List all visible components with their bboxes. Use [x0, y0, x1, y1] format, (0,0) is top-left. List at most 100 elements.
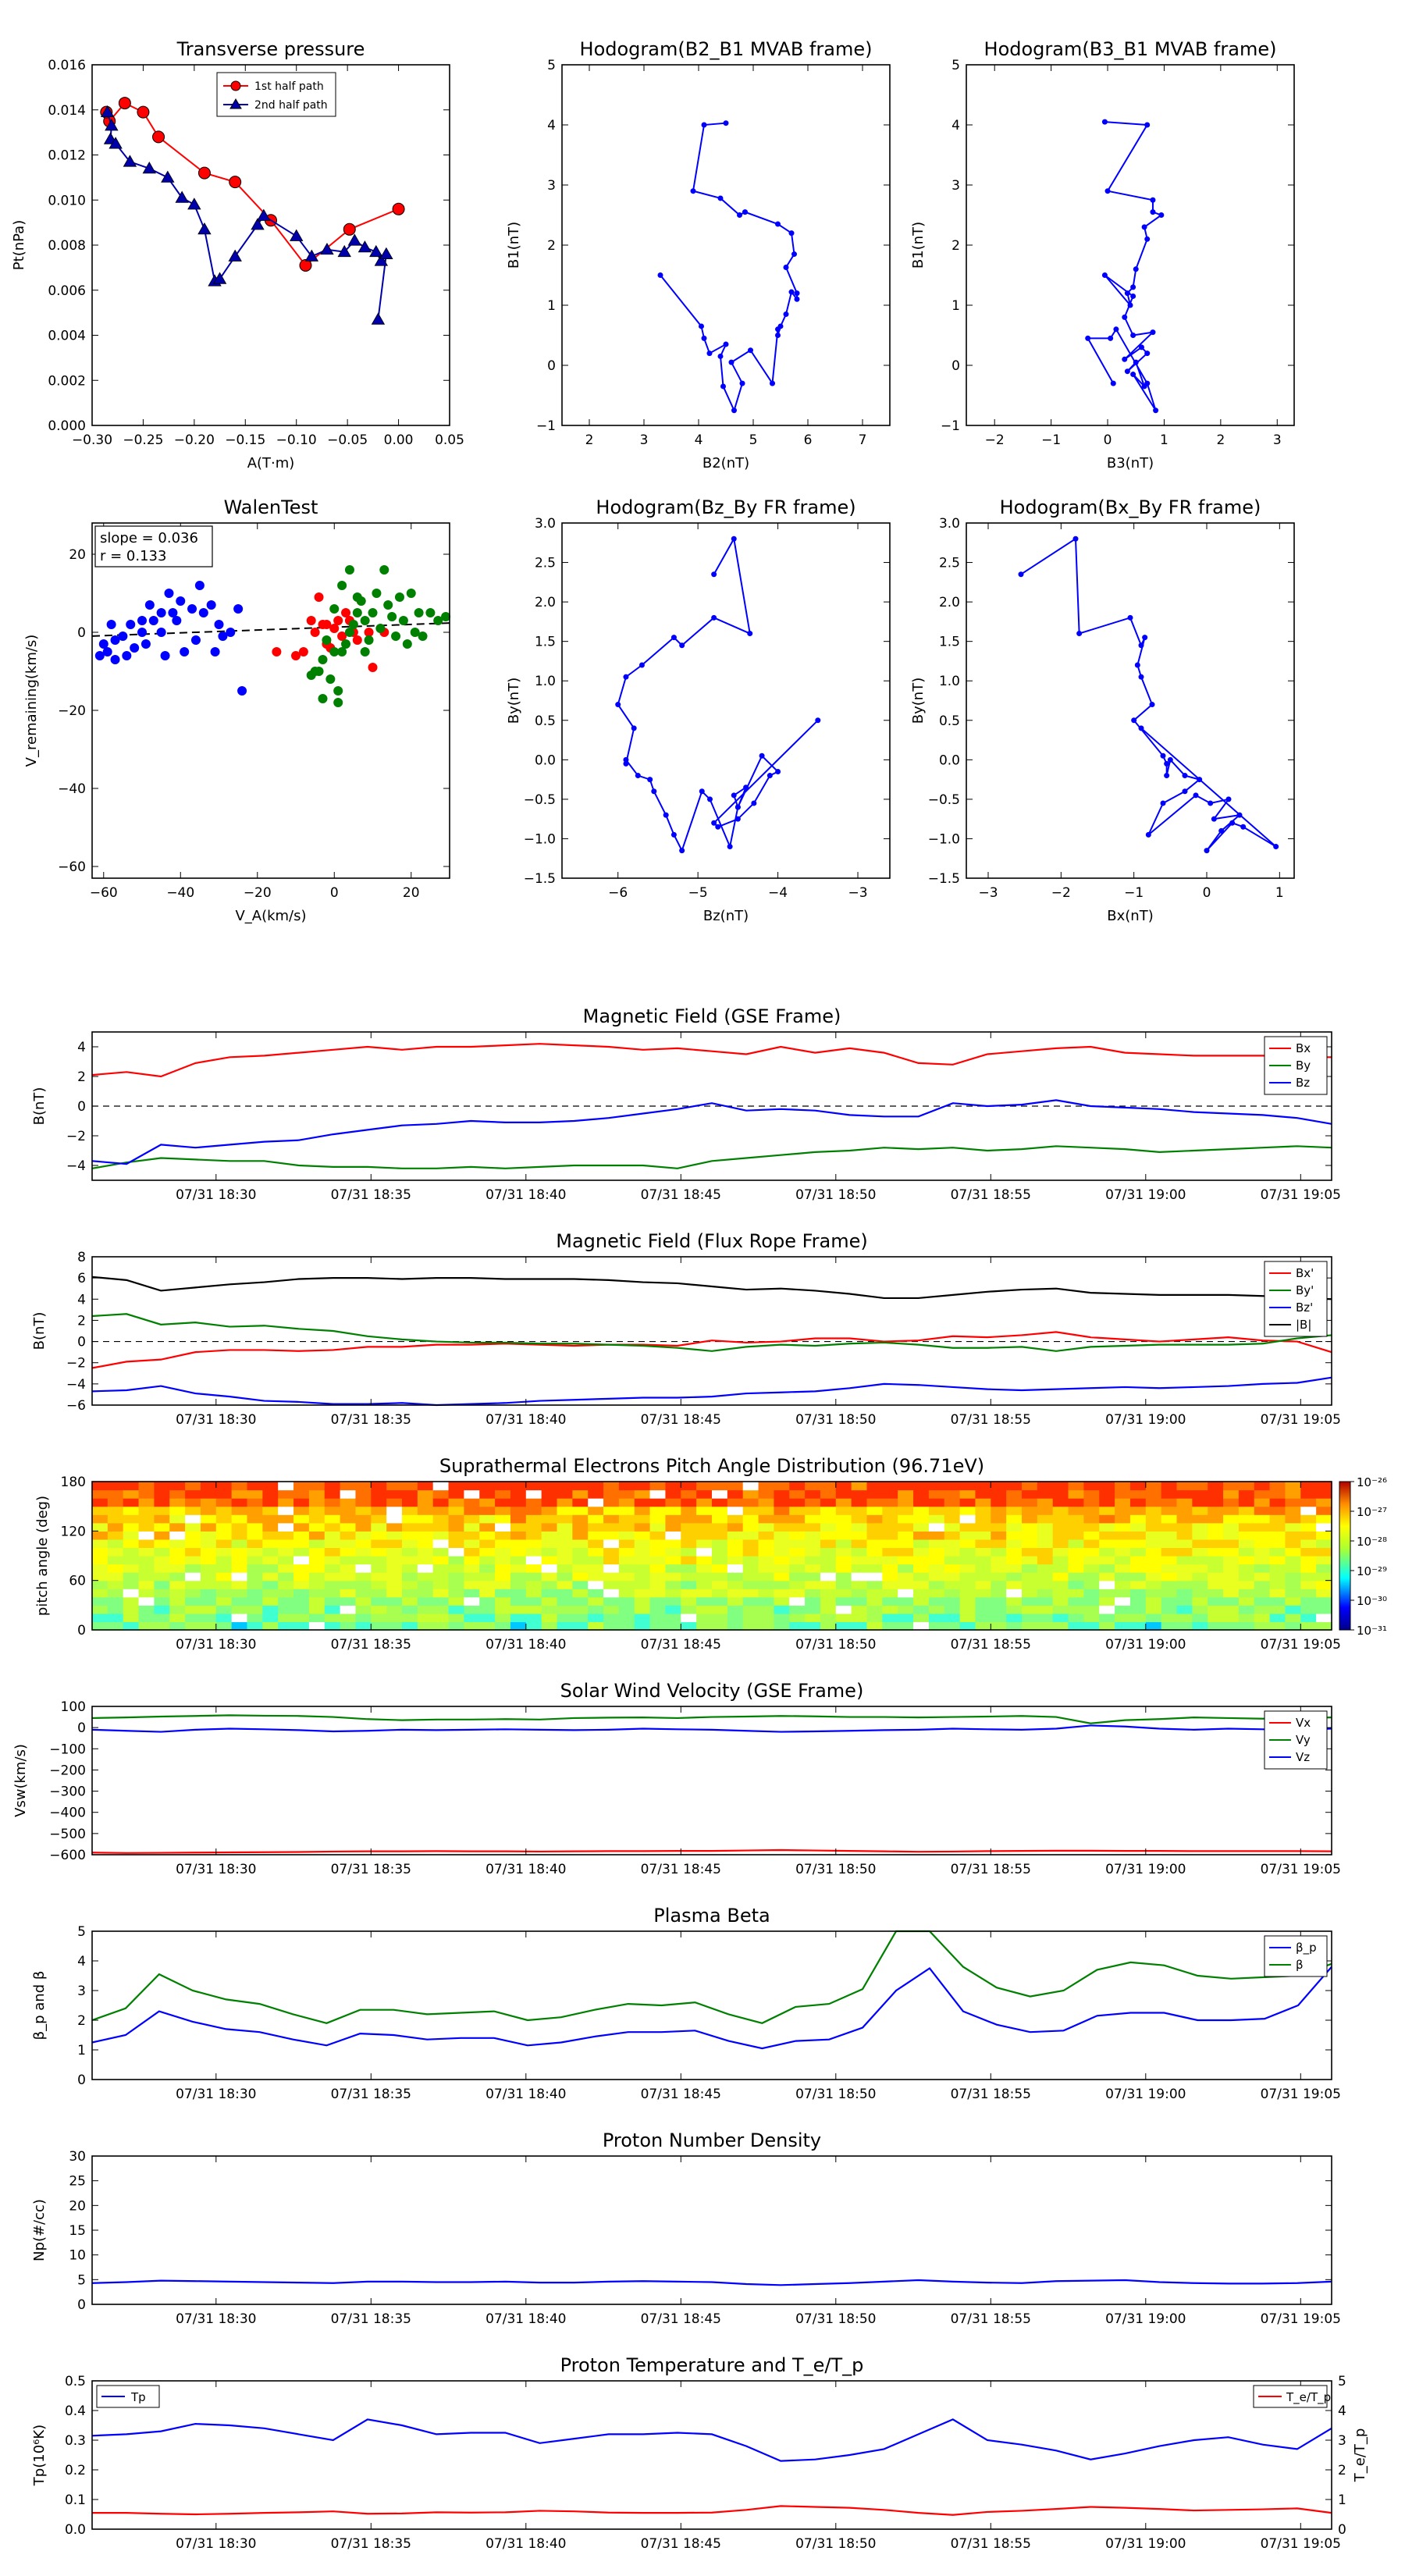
heatmap-cell: [789, 1539, 806, 1549]
heatmap-cell: [1238, 1531, 1255, 1540]
heatmap-cell: [758, 1539, 774, 1549]
heatmap-cell: [200, 1482, 217, 1491]
heatmap-cell: [417, 1596, 434, 1606]
heatmap-cell: [1052, 1580, 1069, 1589]
heatmap-cell: [681, 1498, 697, 1507]
heatmap-cell: [402, 1498, 418, 1507]
heatmap-cell: [123, 1572, 140, 1582]
series-line: [91, 1930, 1332, 2024]
heatmap-cell: [1068, 1556, 1084, 1565]
data-point: [1130, 293, 1136, 299]
heatmap-cell: [215, 1564, 233, 1573]
heatmap-cell: [975, 1556, 991, 1565]
heatmap-cell: [1285, 1605, 1301, 1614]
heatmap-cell: [913, 1613, 930, 1623]
heatmap-cell: [402, 1596, 418, 1606]
x-tick-label: 07/31 19:05: [1261, 2536, 1341, 2552]
heatmap-cell: [355, 1613, 372, 1623]
heatmap-cell: [712, 1547, 728, 1557]
colorbar-tick-label: 10⁻³¹: [1357, 1624, 1387, 1638]
x-tick-label: −0.25: [123, 432, 163, 448]
heatmap-cell: [712, 1482, 728, 1491]
heatmap-cell: [479, 1482, 496, 1491]
data-point: [391, 632, 401, 641]
heatmap-cell: [1145, 1621, 1162, 1631]
heatmap-cell: [1083, 1613, 1100, 1623]
heatmap-cell: [1115, 1522, 1131, 1532]
heatmap-cell: [495, 1564, 511, 1573]
heatmap-cell: [1285, 1572, 1301, 1582]
heatmap-cell: [371, 1580, 387, 1589]
heatmap-cell: [293, 1498, 310, 1507]
legend-label: Vz: [1296, 1750, 1310, 1764]
heatmap-cell: [681, 1489, 697, 1499]
heatmap-cell: [123, 1531, 140, 1540]
heatmap-cell: [154, 1506, 170, 1515]
heatmap-cell: [1223, 1514, 1240, 1524]
heatmap-cell: [882, 1596, 898, 1606]
heatmap-cell: [278, 1572, 294, 1582]
heatmap-cell: [355, 1547, 372, 1557]
heatmap-cell: [588, 1613, 604, 1623]
x-tick-label: 0: [330, 885, 339, 901]
data-point: [337, 647, 347, 656]
heatmap-cell: [1300, 1547, 1317, 1557]
y-tick-label: 4: [547, 118, 556, 133]
heatmap-cell: [898, 1572, 914, 1582]
heatmap-cell: [402, 1489, 418, 1499]
heatmap-cell: [665, 1621, 681, 1631]
heatmap-cell: [789, 1621, 806, 1631]
heatmap-cell: [386, 1556, 403, 1565]
heatmap-cell: [928, 1580, 945, 1589]
heatmap-cell: [355, 1514, 372, 1524]
heatmap-cell: [805, 1522, 821, 1532]
heatmap-cell: [278, 1589, 294, 1598]
heatmap-cell: [231, 1564, 248, 1573]
heatmap-cell: [1238, 1539, 1255, 1549]
heatmap-cell: [448, 1605, 464, 1614]
heatmap-cell: [928, 1613, 945, 1623]
heatmap-cell: [1129, 1589, 1147, 1598]
heatmap-cell: [913, 1564, 930, 1573]
heatmap-cell: [913, 1580, 930, 1589]
heatmap-cell: [355, 1482, 372, 1491]
heatmap-cell: [1192, 1482, 1208, 1491]
heatmap-cell: [774, 1580, 790, 1589]
heatmap-cell: [293, 1605, 310, 1614]
data-point: [699, 323, 704, 329]
heatmap-cell: [588, 1564, 604, 1573]
heatmap-cell: [944, 1531, 961, 1540]
heatmap-cell: [107, 1613, 124, 1623]
heatmap-cell: [262, 1482, 279, 1491]
heatmap-cell: [340, 1613, 357, 1623]
y-tick-label: 25: [69, 2174, 86, 2190]
heatmap-cell: [541, 1621, 558, 1631]
heatmap-cell: [603, 1539, 620, 1549]
heatmap-cell: [866, 1482, 883, 1491]
heatmap-cell: [1145, 1580, 1162, 1589]
heatmap-cell: [510, 1613, 527, 1623]
heatmap-cell: [944, 1514, 961, 1524]
axes-frame: [91, 1481, 1332, 1631]
heatmap-cell: [417, 1547, 434, 1557]
heatmap-cell: [510, 1580, 527, 1589]
heatmap-cell: [1254, 1564, 1271, 1573]
legend-marker: [229, 98, 242, 109]
data-point: [123, 155, 137, 167]
heatmap-cell: [1083, 1522, 1100, 1532]
heatmap-cell: [541, 1613, 558, 1623]
panel-walen: WalenTest−60 −40 −20 0 20−60−40−20020V_A(km/…: [23, 496, 451, 924]
heatmap-cell: [758, 1589, 774, 1598]
heatmap-cell: [247, 1482, 263, 1491]
heatmap-cell: [1161, 1514, 1178, 1524]
heatmap-cell: [742, 1564, 759, 1573]
x-tick-label: −0.20: [174, 432, 215, 448]
heatmap-cell: [464, 1589, 480, 1598]
heatmap-cell: [758, 1621, 774, 1631]
heatmap-cell: [1223, 1613, 1240, 1623]
heatmap-cell: [1192, 1605, 1208, 1614]
panel-title: Suprathermal Electrons Pitch Angle Distr…: [439, 1455, 984, 1477]
heatmap-cell: [742, 1489, 759, 1499]
heatmap-cell: [681, 1522, 697, 1532]
heatmap-cell: [898, 1531, 914, 1540]
